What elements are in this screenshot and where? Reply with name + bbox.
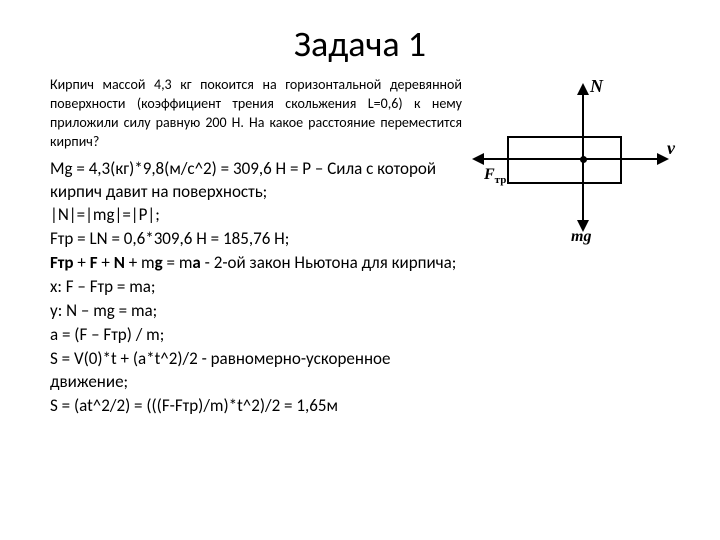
label-mg: mg <box>571 228 591 246</box>
problem-statement: Кирпич массой 4,3 кг покоится на горизон… <box>50 76 462 152</box>
solution-line: y: N – mg = ma; <box>50 300 462 323</box>
solution-line: Fтр + F + N + mg = ma - 2-ой закон Ньюто… <box>50 252 462 275</box>
text: + m <box>125 252 155 273</box>
center-dot <box>580 156 587 163</box>
label-ftr: Fтр <box>484 166 506 186</box>
bold-term: N <box>114 252 125 273</box>
force-diagram: N v Fтр mg <box>472 78 672 258</box>
bold-term: a <box>192 252 200 273</box>
solution-line: S = V(0)*t + (a*t^2)/2 - равномерно-уско… <box>50 348 462 394</box>
bold-term: g <box>155 252 163 273</box>
content-area: Кирпич массой 4,3 кг покоится на горизон… <box>0 76 720 419</box>
arrow-ftr <box>480 158 583 160</box>
right-column: N v Fтр mg <box>472 76 682 419</box>
label-v: v <box>667 138 675 159</box>
arrowhead-ftr <box>472 153 484 165</box>
text: + <box>74 252 90 273</box>
bold-term: Fтр <box>50 252 74 273</box>
brick-shape <box>507 136 622 184</box>
arrow-mg <box>582 160 584 225</box>
solution-line: a = (F – Fтр) / m; <box>50 324 462 347</box>
solution-line: S = (at^2/2) = (((F-Fтр)/m)*t^2)/2 = 1,6… <box>50 395 462 418</box>
solution-line: |N|=|mg|=|P|; <box>50 204 462 227</box>
arrowhead-n <box>577 83 589 95</box>
solution-line: Mg = 4,3(кг)*9,8(м/с^2) = 309,6 H = P – … <box>50 158 462 204</box>
arrow-n <box>582 88 584 158</box>
bold-term: F <box>90 252 98 273</box>
solution-line: Fтр = LN = 0,6*309,6 H = 185,76 H; <box>50 228 462 251</box>
text: F <box>484 166 495 183</box>
solution-line: x: F – Fтр = ma; <box>50 276 462 299</box>
page-title: Задача 1 <box>0 0 720 76</box>
label-n: N <box>590 76 603 97</box>
arrow-v <box>584 158 662 160</box>
text: - 2-ой закон Ньютона для кирпича; <box>201 252 457 273</box>
text: тр <box>495 174 507 186</box>
text: + <box>98 252 114 273</box>
solution-block: Mg = 4,3(кг)*9,8(м/с^2) = 309,6 H = P – … <box>50 158 462 418</box>
left-column: Кирпич массой 4,3 кг покоится на горизон… <box>50 76 472 419</box>
text: = m <box>163 252 193 273</box>
